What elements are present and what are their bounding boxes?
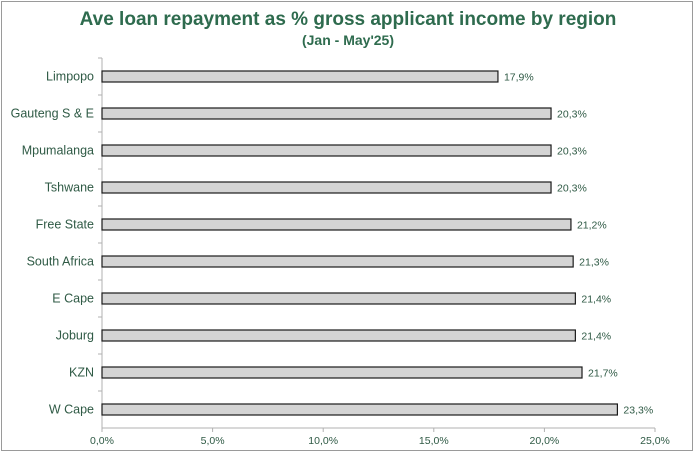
category-label: E Cape [52, 292, 94, 306]
data-label: 17,9% [504, 72, 534, 84]
data-label: 21,4% [581, 331, 611, 343]
data-label: 21,7% [588, 368, 618, 380]
category-label: Gauteng S & E [11, 107, 94, 121]
data-label: 21,4% [581, 294, 611, 306]
bar [101, 329, 576, 342]
bar [101, 218, 572, 231]
data-label: 20,3% [557, 183, 587, 195]
x-tick-label: 5,0% [201, 435, 225, 447]
category-label: South Africa [27, 255, 94, 269]
data-label: 21,2% [577, 220, 607, 232]
category-label: Tshwane [45, 181, 94, 195]
chart-title: Ave loan repayment as % gross applicant … [79, 9, 617, 30]
category-label: Joburg [56, 329, 94, 343]
bar [101, 403, 618, 416]
bar [101, 292, 576, 305]
category-label: KZN [69, 366, 94, 380]
bar [101, 70, 499, 83]
bar [101, 255, 574, 268]
bar [101, 107, 552, 120]
x-tick-label: 0,0% [90, 435, 114, 447]
bar [101, 181, 552, 194]
bar [101, 144, 552, 157]
data-label: 23,3% [623, 405, 653, 417]
x-tick-label: 10,0% [308, 435, 338, 447]
data-label: 20,3% [557, 146, 587, 158]
category-label: Free State [36, 218, 94, 232]
data-label: 20,3% [557, 109, 587, 121]
category-label: Mpumalanga [22, 144, 94, 158]
x-tick-label: 15,0% [419, 435, 449, 447]
x-tick-label: 20,0% [530, 435, 560, 447]
category-label: W Cape [49, 403, 94, 417]
data-label: 21,3% [579, 257, 609, 269]
bar [101, 366, 583, 379]
category-label: Limpopo [46, 70, 94, 84]
x-tick-label: 25,0% [640, 435, 670, 447]
chart-subtitle: (Jan - May'25) [301, 32, 395, 48]
